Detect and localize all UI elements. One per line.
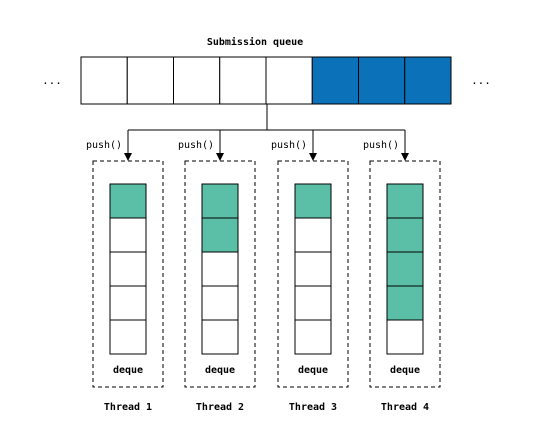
- deque-slot-1-5-empty: [109, 319, 147, 355]
- deque-slot-1-1-filled: [109, 183, 147, 219]
- deque-slot-2-4-empty: [201, 285, 239, 321]
- push-label-4: push(): [363, 140, 399, 151]
- thread-label-4: Thread 4: [381, 402, 429, 413]
- diagram-title: Submission queue: [207, 36, 303, 48]
- deque-slot-2-2-filled: [201, 217, 239, 253]
- thread-box-3: [277, 160, 349, 388]
- queue-cell-3-empty: [173, 56, 221, 105]
- queue-cell-6-filled: [311, 56, 359, 105]
- push-label-3: push(): [271, 140, 307, 151]
- deque-label-1: deque: [113, 365, 143, 376]
- queue-ellipsis-left: ...: [42, 74, 62, 87]
- deque-slot-2-5-empty: [201, 319, 239, 355]
- submission-queue: [80, 56, 452, 105]
- thread-2: push() deque Thread 2: [178, 130, 256, 413]
- thread-box-4: [369, 160, 441, 388]
- deque-slot-3-1-filled: [294, 183, 332, 219]
- thread-label-1: Thread 1: [104, 402, 152, 413]
- deque-slot-4-2-filled: [386, 217, 424, 253]
- push-label-1: push(): [86, 140, 122, 151]
- deque-label-2: deque: [205, 365, 235, 376]
- deque-slot-3-5-empty: [294, 319, 332, 355]
- thread-3: push() deque Thread 3: [271, 130, 349, 413]
- queue-cell-7-filled: [358, 56, 406, 105]
- deque-slot-4-4-filled: [386, 285, 424, 321]
- queue-cell-8-filled: [404, 56, 452, 105]
- deque-slot-2-1-filled: [201, 183, 239, 219]
- deque-slot-4-5-empty: [386, 319, 424, 355]
- thread-label-3: Thread 3: [289, 402, 337, 413]
- thread-box-2: [184, 160, 256, 388]
- deque-slot-2-3-empty: [201, 251, 239, 287]
- push-arrowhead-4: [401, 153, 409, 161]
- queue-cell-2-empty: [126, 56, 174, 105]
- deque-slot-4-1-filled: [386, 183, 424, 219]
- deque-slot-3-2-empty: [294, 217, 332, 253]
- deque-slot-1-4-empty: [109, 285, 147, 321]
- queue-cell-1-empty: [80, 56, 128, 105]
- deque-slot-3-4-empty: [294, 285, 332, 321]
- push-arrowhead-2: [216, 153, 224, 161]
- deque-slot-4-3-filled: [386, 251, 424, 287]
- push-arrowhead-3: [309, 153, 317, 161]
- queue-cell-5-empty: [265, 56, 313, 105]
- thread-4: push() deque Thread 4: [363, 130, 441, 413]
- push-label-2: push(): [178, 140, 214, 151]
- thread-1: push() deque Thread 1: [86, 130, 164, 413]
- deque-slot-3-3-empty: [294, 251, 332, 287]
- push-arrowhead-1: [124, 153, 132, 161]
- deque-label-4: deque: [390, 365, 420, 376]
- deque-slot-1-3-empty: [109, 251, 147, 287]
- thread-box-1: [92, 160, 164, 388]
- queue-cell-4-empty: [219, 56, 267, 105]
- deque-slot-1-2-empty: [109, 217, 147, 253]
- thread-label-2: Thread 2: [196, 402, 244, 413]
- push-connectors: [128, 104, 405, 131]
- deque-label-3: deque: [298, 365, 328, 376]
- queue-ellipsis-right: ...: [471, 74, 491, 87]
